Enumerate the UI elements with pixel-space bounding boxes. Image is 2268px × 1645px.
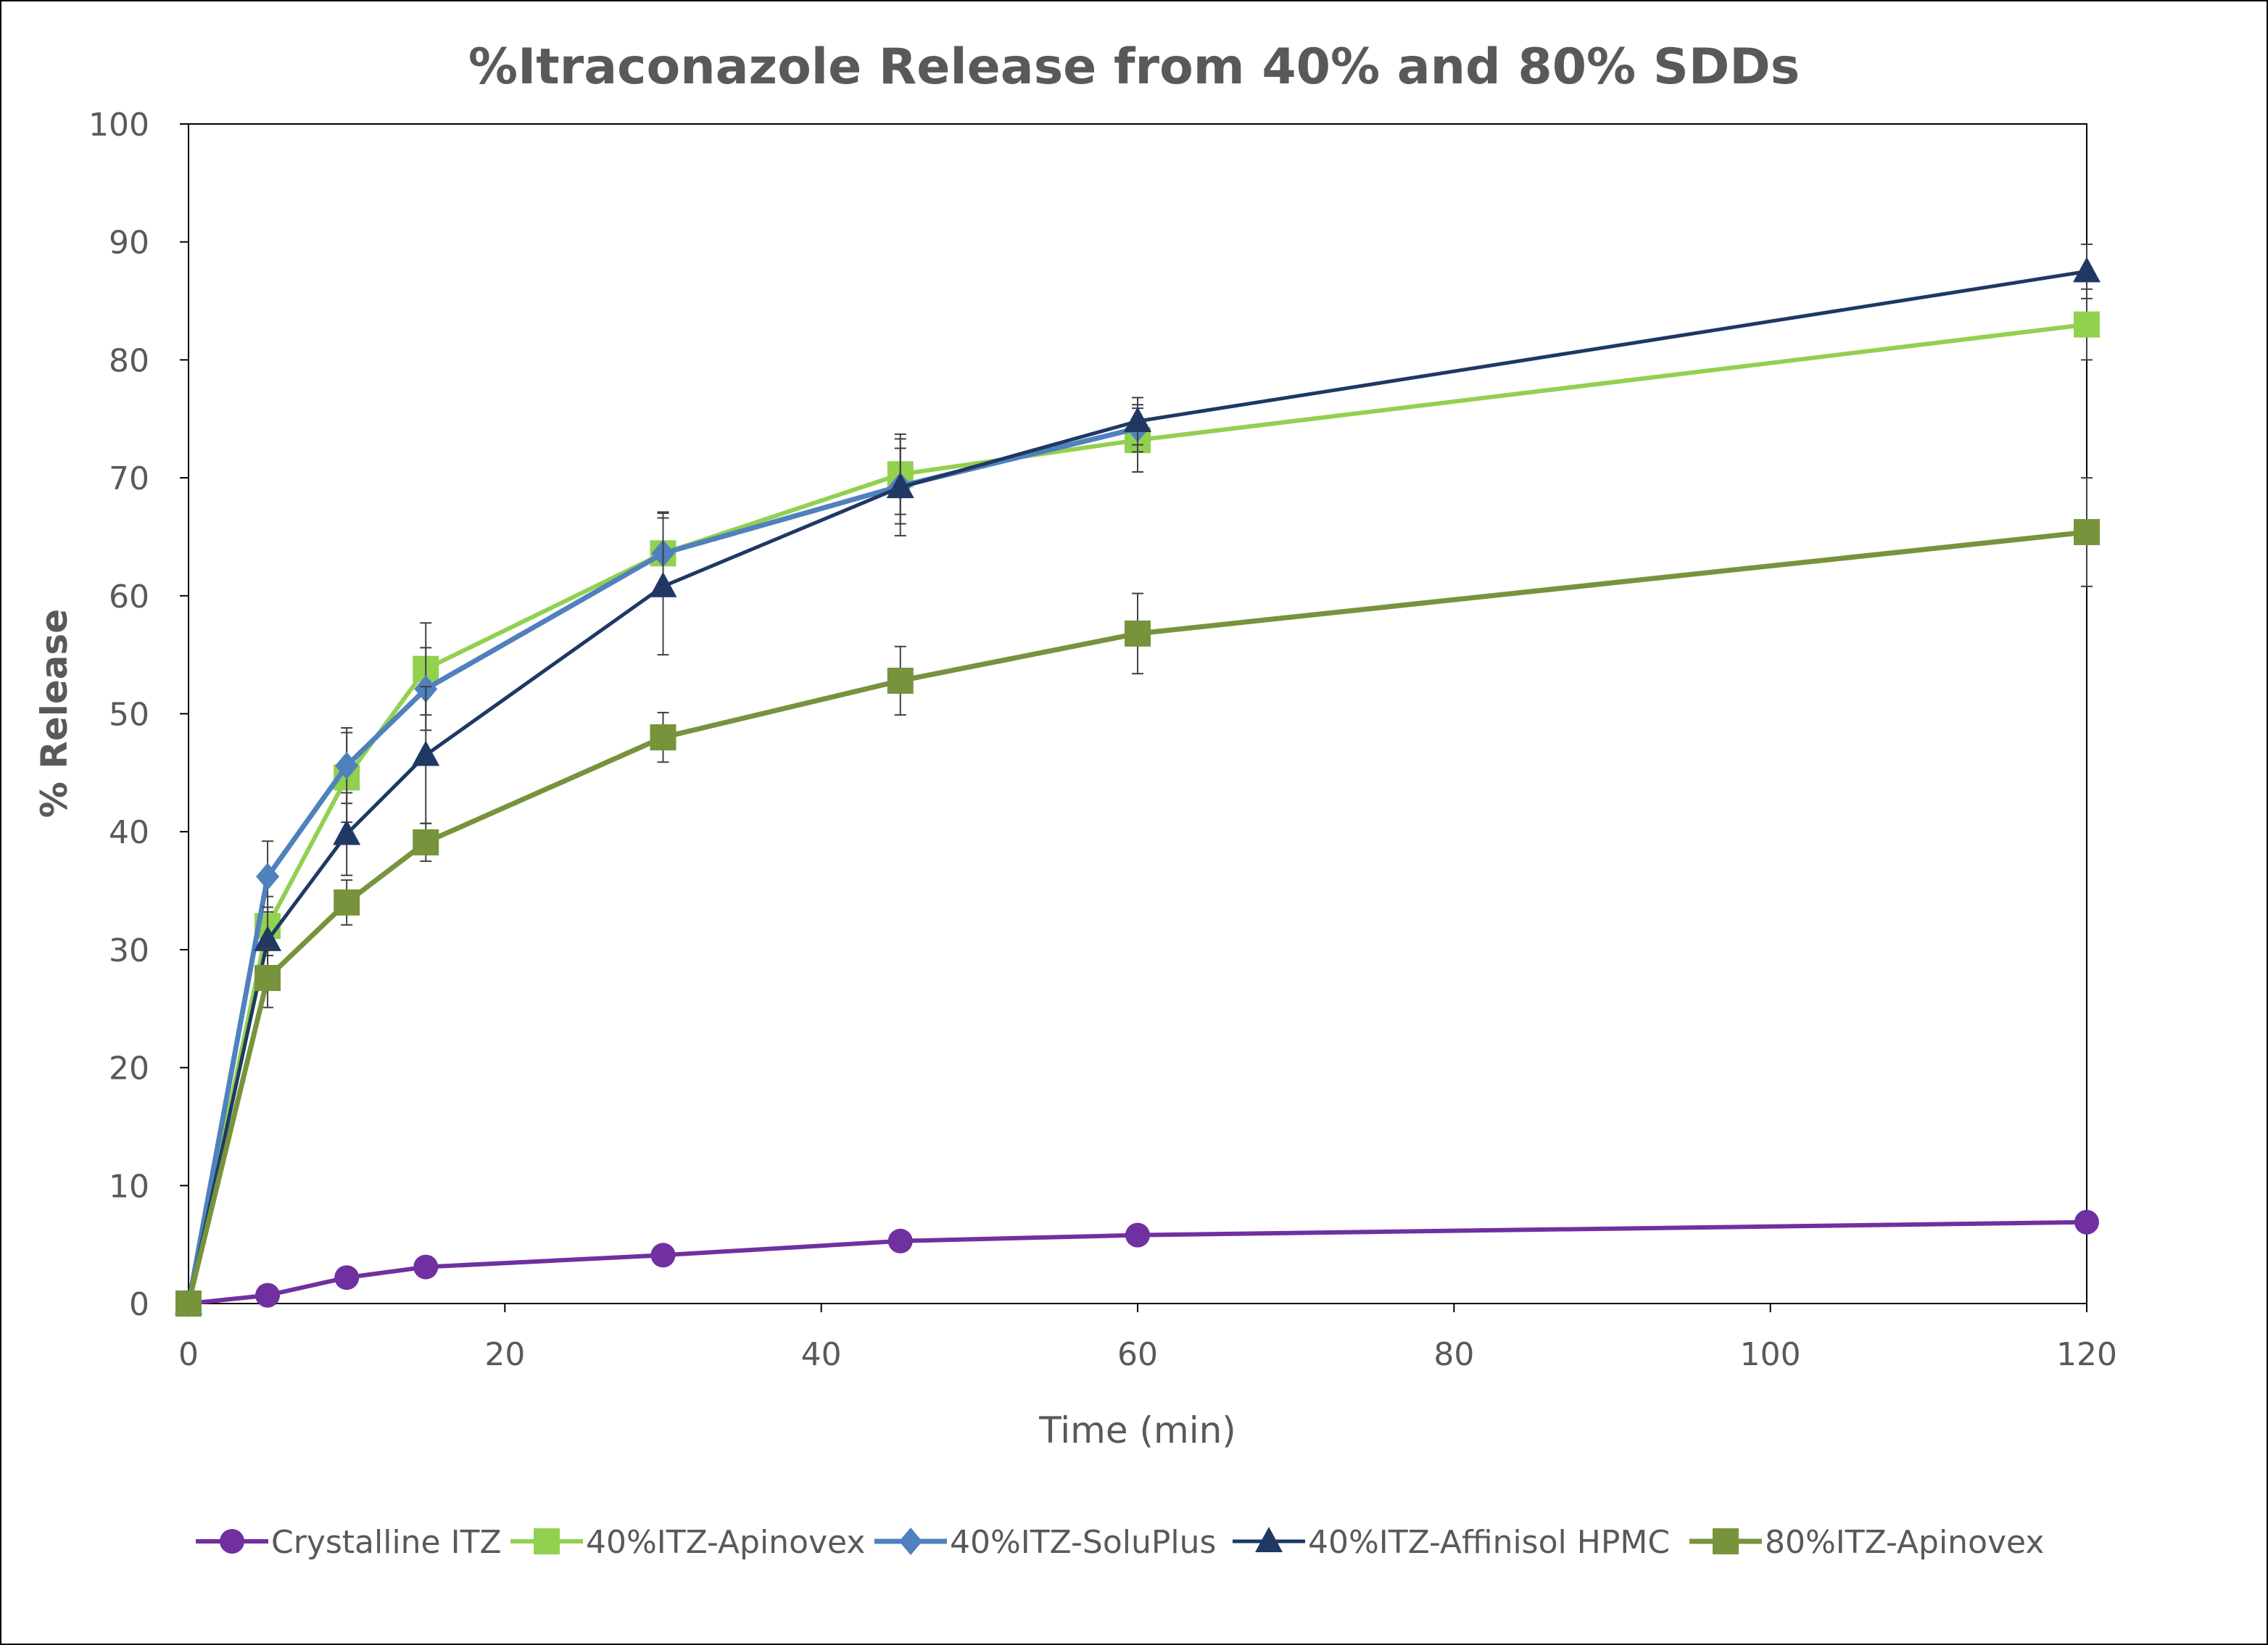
data-point bbox=[2074, 1209, 2099, 1235]
x-tick-label: 0 bbox=[178, 1336, 199, 1373]
x-tick-label: 60 bbox=[1117, 1336, 1158, 1373]
series-line bbox=[186, 269, 2087, 1304]
x-axis: 0 20 40 60 80 100 120 bbox=[178, 1304, 2117, 1373]
data-point bbox=[1125, 620, 1151, 647]
x-tick-label: 100 bbox=[1740, 1336, 1801, 1373]
legend-item-40-itz-apinovex: 40%ITZ-Apinovex bbox=[510, 1524, 865, 1561]
legend-swatch-marker bbox=[899, 1528, 922, 1555]
x-tick-label: 20 bbox=[484, 1336, 525, 1373]
x-tick-label: 80 bbox=[1433, 1336, 1474, 1373]
y-tick-label: 0 bbox=[129, 1286, 149, 1323]
data-point bbox=[2073, 257, 2101, 283]
y-tick-label: 80 bbox=[109, 342, 149, 379]
data-point bbox=[334, 889, 360, 916]
data-point bbox=[175, 1290, 202, 1317]
legend-swatch-marker bbox=[1713, 1528, 1739, 1554]
data-point bbox=[2074, 311, 2100, 338]
legend: Crystalline ITZ 40%ITZ-Apinovex 40%ITZ-Sol… bbox=[196, 1524, 2044, 1561]
y-tick-label: 90 bbox=[109, 225, 149, 262]
data-point bbox=[256, 863, 280, 891]
data-point bbox=[2074, 518, 2100, 545]
y-tick-label: 50 bbox=[109, 697, 149, 734]
data-point bbox=[1124, 407, 1151, 433]
data-point bbox=[255, 1283, 281, 1308]
series-line bbox=[188, 1219, 2087, 1306]
y-tick-label: 70 bbox=[109, 460, 149, 497]
legend-label: 40%ITZ-Affinisol HPMC bbox=[1308, 1524, 1670, 1561]
legend-swatch-marker bbox=[220, 1529, 244, 1554]
legend-item-80-itz-apinovex: 80%ITZ-Apinovex bbox=[1689, 1524, 2044, 1561]
chart-title: %Itraconazole Release from 40% and 80% S… bbox=[468, 38, 1800, 96]
legend-item-40-itz-soluplus: 40%ITZ-SoluPlus bbox=[874, 1524, 1216, 1561]
legend-item-crystalline-itz: Crystalline ITZ bbox=[196, 1524, 502, 1561]
y-tick-label: 100 bbox=[88, 107, 149, 144]
series-crystalline-itz bbox=[176, 1209, 2099, 1316]
x-tick-label: 40 bbox=[801, 1336, 842, 1373]
y-axis-label: % Release bbox=[33, 609, 75, 818]
series-80-itz-apinovex bbox=[175, 477, 2100, 1317]
plot-area bbox=[188, 123, 2087, 1304]
data-point bbox=[650, 1243, 676, 1268]
y-axis: 0 10 20 30 40 50 60 70 80 90 100 bbox=[88, 107, 189, 1323]
y-tick-label: 40 bbox=[109, 814, 149, 851]
data-point bbox=[886, 473, 914, 499]
data-point bbox=[413, 1254, 439, 1280]
data-point bbox=[1125, 1222, 1150, 1248]
data-point bbox=[649, 571, 677, 597]
data-point bbox=[887, 1228, 913, 1254]
data-point bbox=[254, 925, 282, 951]
series-line bbox=[186, 322, 2087, 1304]
legend-label: 40%ITZ-SoluPlus bbox=[950, 1524, 1216, 1561]
series-layer bbox=[175, 243, 2101, 1317]
y-tick-label: 30 bbox=[109, 932, 149, 969]
data-point bbox=[412, 740, 440, 766]
data-point bbox=[334, 1265, 360, 1290]
data-point bbox=[413, 829, 439, 855]
y-tick-label: 60 bbox=[109, 579, 149, 616]
legend-swatch-marker bbox=[1255, 1527, 1283, 1552]
data-point bbox=[335, 752, 359, 780]
series-line bbox=[186, 529, 2087, 1304]
data-point bbox=[254, 964, 281, 991]
data-point bbox=[887, 667, 914, 694]
series-40-itz-affinisol-hpmc bbox=[175, 243, 2101, 1314]
x-axis-label: Time (min) bbox=[1038, 1409, 1236, 1451]
y-tick-label: 10 bbox=[109, 1168, 149, 1205]
legend-swatch-marker bbox=[534, 1528, 560, 1554]
legend-label: 40%ITZ-Apinovex bbox=[586, 1524, 865, 1561]
y-tick-label: 20 bbox=[109, 1051, 149, 1087]
legend-label: Crystalline ITZ bbox=[271, 1524, 502, 1561]
legend-label: 80%ITZ-Apinovex bbox=[1765, 1524, 2044, 1561]
legend-item-40-itz-affinisol-hpmc: 40%ITZ-Affinisol HPMC bbox=[1233, 1524, 1670, 1561]
x-tick-label: 120 bbox=[2056, 1336, 2117, 1373]
data-point bbox=[333, 819, 361, 845]
data-point bbox=[650, 724, 676, 751]
